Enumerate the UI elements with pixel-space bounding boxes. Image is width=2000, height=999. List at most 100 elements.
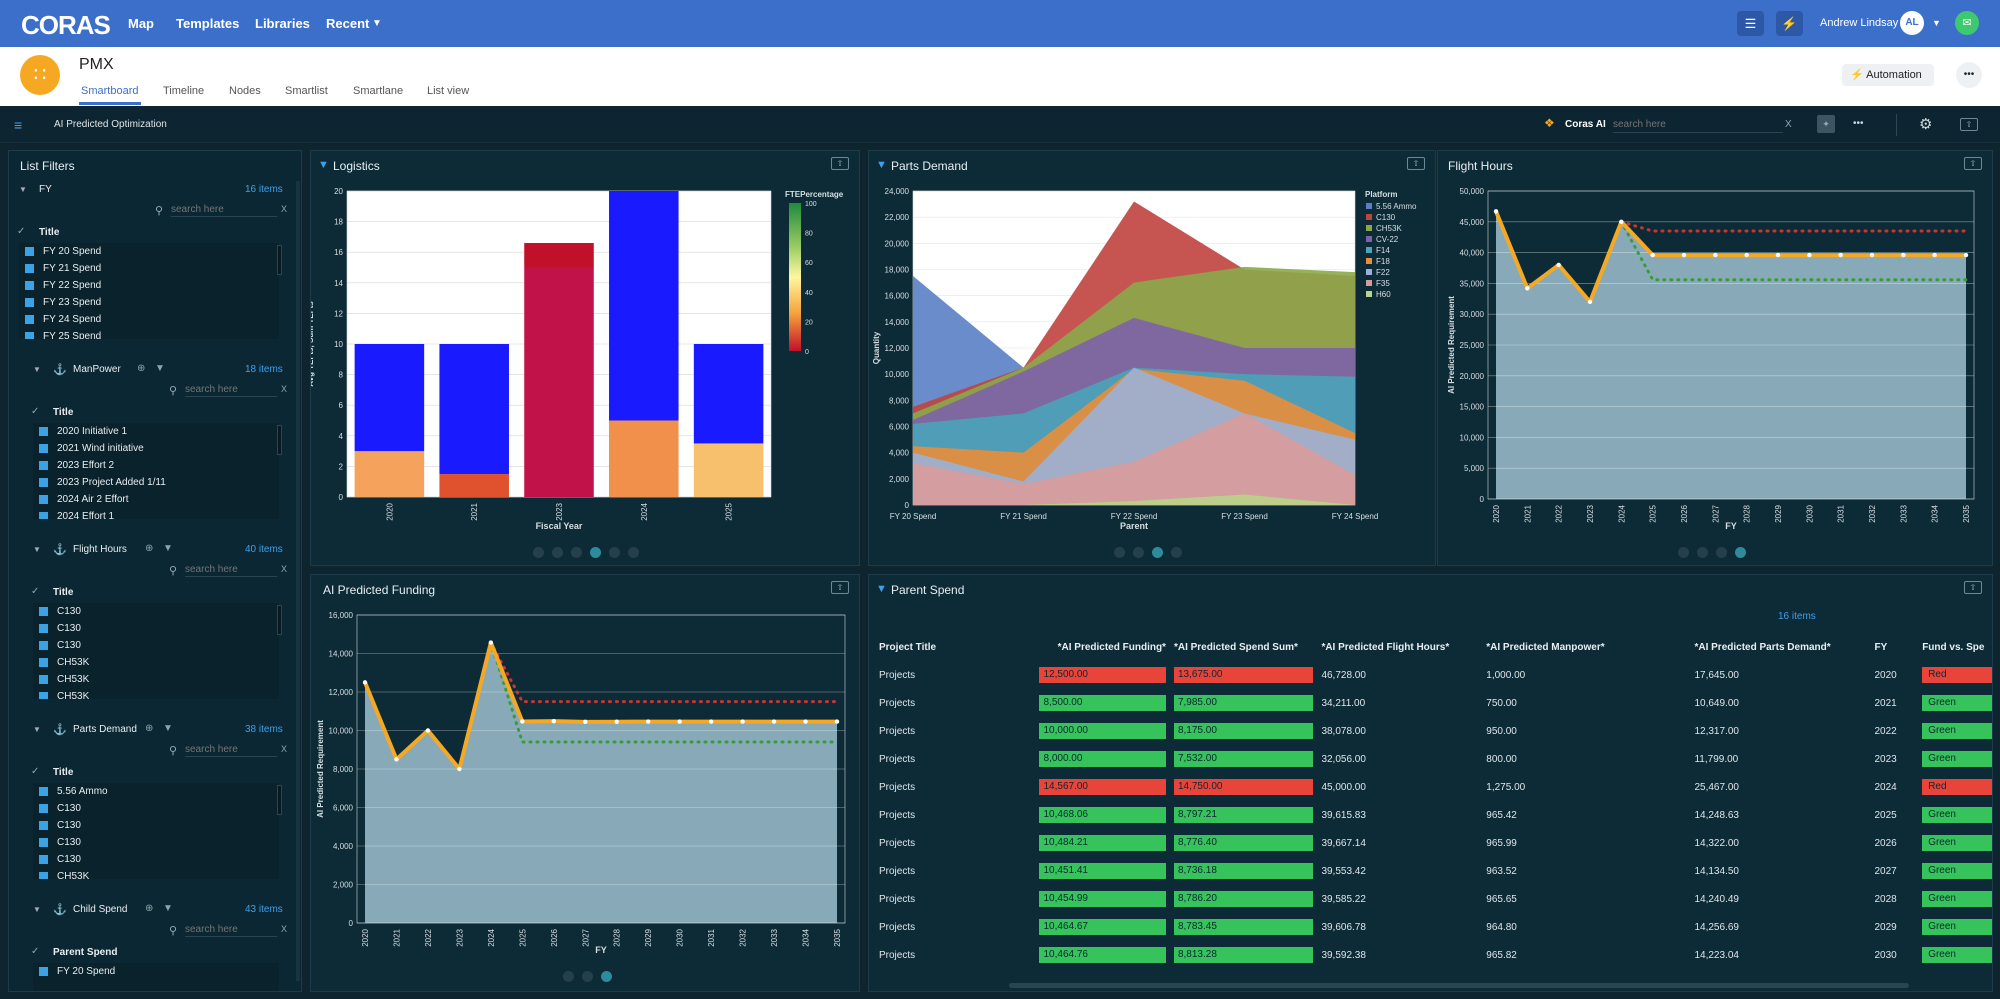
filter-list-item[interactable]: 5.56 Ammo bbox=[33, 783, 279, 800]
list-scrollbar[interactable] bbox=[277, 425, 282, 455]
user-name[interactable]: Andrew Lindsay bbox=[1820, 17, 1899, 29]
clear-search-icon[interactable]: X bbox=[1785, 119, 1792, 130]
checkbox[interactable] bbox=[39, 478, 48, 487]
checkbox[interactable] bbox=[39, 444, 48, 453]
checkbox[interactable] bbox=[39, 787, 48, 796]
filter-list-item[interactable]: C130 bbox=[33, 800, 279, 817]
checkbox[interactable] bbox=[39, 872, 48, 879]
select-all-icon[interactable]: ✓ bbox=[31, 766, 40, 777]
clear-search-icon[interactable]: X bbox=[281, 744, 288, 754]
filter-name[interactable]: Parts Demand bbox=[73, 724, 137, 735]
filter-name[interactable]: ManPower bbox=[73, 364, 121, 375]
select-all-icon[interactable]: ✓ bbox=[31, 586, 40, 597]
filter-list-item[interactable]: 2023 Project Added 1/11 bbox=[33, 474, 279, 491]
column-header[interactable]: *AI Predicted Manpower* bbox=[1486, 641, 1605, 653]
chevron-down-icon[interactable]: ▼ bbox=[33, 365, 41, 374]
carousel-dots[interactable] bbox=[1678, 547, 1746, 558]
tab-smartboard[interactable]: Smartboard bbox=[81, 85, 139, 97]
tab-list-view[interactable]: List view bbox=[427, 85, 470, 97]
filter-list-item[interactable]: C130 bbox=[33, 620, 279, 637]
list-menu-icon[interactable]: ≡ bbox=[14, 117, 23, 133]
checkbox[interactable] bbox=[39, 624, 48, 633]
filter-search-input[interactable] bbox=[185, 383, 277, 397]
table-row[interactable]: Projects 14,567.00 14,750.00 45,000.00 1… bbox=[875, 773, 1992, 801]
chevron-down-icon[interactable]: ▼ bbox=[372, 18, 382, 29]
panel-scrollbar[interactable] bbox=[296, 181, 300, 981]
filter-list-item[interactable]: 2020 Initiative 1 bbox=[33, 423, 279, 440]
table-row[interactable]: Projects 10,464.67 8,783.45 39,606.78 96… bbox=[875, 913, 1992, 941]
table-row[interactable]: Projects 10,468.06 8,797.21 39,615.83 96… bbox=[875, 801, 1992, 829]
magic-icon[interactable]: ✦ bbox=[1817, 115, 1835, 133]
lightning-icon[interactable]: ⚡ bbox=[1776, 11, 1803, 36]
filter-list-item[interactable]: 2024 Air 2 Effort bbox=[33, 491, 279, 508]
add-icon[interactable]: ⊕ bbox=[145, 723, 154, 734]
checkbox[interactable] bbox=[39, 607, 48, 616]
add-icon[interactable]: ⊕ bbox=[145, 543, 154, 554]
clear-search-icon[interactable]: X bbox=[281, 384, 288, 394]
filter-icon[interactable]: ▼ bbox=[155, 363, 165, 374]
chevron-down-icon[interactable]: ▼ bbox=[1932, 18, 1941, 28]
filter-list-item[interactable]: C130 bbox=[33, 834, 279, 851]
checkbox[interactable] bbox=[39, 692, 48, 699]
filter-list-item[interactable]: C130 bbox=[33, 637, 279, 654]
filter-search-input[interactable] bbox=[185, 923, 277, 937]
expand-icon[interactable]: ⇧ bbox=[1960, 118, 1978, 131]
filter-list-item[interactable]: FY 24 Spend bbox=[19, 311, 279, 328]
list-scrollbar[interactable] bbox=[277, 785, 282, 815]
automation-button[interactable]: ⚡ Automation bbox=[1842, 64, 1934, 86]
filter-icon[interactable]: ▼ bbox=[163, 543, 173, 554]
tab-smartlist[interactable]: Smartlist bbox=[285, 85, 328, 97]
chevron-down-icon[interactable]: ▼ bbox=[19, 185, 27, 194]
item-count[interactable]: 18 items bbox=[245, 364, 283, 375]
filter-list-item[interactable]: FY 23 Spend bbox=[19, 294, 279, 311]
filter-list-item[interactable]: C130 bbox=[33, 851, 279, 868]
column-header[interactable]: Project Title bbox=[879, 641, 937, 653]
filter-list-item[interactable]: CH53K bbox=[33, 688, 279, 699]
clear-search-icon[interactable]: X bbox=[281, 204, 288, 214]
avatar[interactable]: AL bbox=[1900, 11, 1924, 35]
checkbox[interactable] bbox=[39, 967, 48, 976]
column-header[interactable]: *AI Predicted Funding* bbox=[1057, 641, 1166, 653]
nav-templates[interactable]: Templates bbox=[176, 16, 240, 31]
column-header[interactable]: FY bbox=[1874, 641, 1888, 653]
item-count[interactable]: 40 items bbox=[245, 544, 283, 555]
table-row[interactable]: Projects 10,000.00 8,175.00 38,078.00 95… bbox=[875, 717, 1992, 745]
filter-list-item[interactable]: FY 20 Spend bbox=[19, 243, 279, 260]
filter-list-item[interactable]: 2024 Effort 1 bbox=[33, 508, 279, 519]
nav-recent[interactable]: Recent bbox=[326, 16, 370, 31]
checkbox[interactable] bbox=[39, 838, 48, 847]
column-header[interactable]: *AI Predicted Parts Demand* bbox=[1694, 641, 1831, 653]
checkbox[interactable] bbox=[25, 281, 34, 290]
expand-icon[interactable]: ⇧ bbox=[1964, 581, 1982, 594]
project-icon[interactable]: ∷ bbox=[20, 55, 60, 95]
coras-logo[interactable]: CORAS bbox=[21, 10, 111, 40]
checkbox[interactable] bbox=[39, 427, 48, 436]
filter-list-item[interactable]: FY 20 Spend bbox=[33, 963, 279, 980]
expand-icon[interactable]: ⇧ bbox=[831, 581, 849, 594]
list-scrollbar[interactable] bbox=[277, 605, 282, 635]
table-row[interactable]: Projects 10,464.76 8,813.28 39,592.38 96… bbox=[875, 941, 1992, 969]
filter-list-item[interactable]: FY 21 Spend bbox=[19, 260, 279, 277]
filter-list-item[interactable]: CH53K bbox=[33, 671, 279, 688]
ai-search-input[interactable] bbox=[1613, 117, 1783, 133]
checkbox[interactable] bbox=[39, 512, 48, 519]
tab-nodes[interactable]: Nodes bbox=[229, 85, 261, 97]
chevron-down-icon[interactable]: ▼ bbox=[33, 545, 41, 554]
more-button[interactable]: ••• bbox=[1956, 62, 1982, 88]
filter-name[interactable]: Child Spend bbox=[73, 904, 128, 915]
table-row[interactable]: Projects 10,484.21 8,776.40 39,667.14 96… bbox=[875, 829, 1992, 857]
carousel-dots[interactable] bbox=[533, 547, 639, 558]
checkbox[interactable] bbox=[39, 821, 48, 830]
filter-name[interactable]: Flight Hours bbox=[73, 544, 127, 555]
filter-icon[interactable]: ▼ bbox=[876, 159, 887, 171]
checklist-icon[interactable]: ☰ bbox=[1737, 11, 1764, 36]
checkbox[interactable] bbox=[25, 298, 34, 307]
nav-libraries[interactable]: Libraries bbox=[255, 16, 310, 31]
tab-smartlane[interactable]: Smartlane bbox=[353, 85, 404, 97]
tab-timeline[interactable]: Timeline bbox=[163, 85, 205, 97]
filter-icon[interactable]: ▼ bbox=[163, 723, 173, 734]
checkbox[interactable] bbox=[25, 315, 34, 324]
filter-search-input[interactable] bbox=[185, 743, 277, 757]
chevron-down-icon[interactable]: ▼ bbox=[33, 725, 41, 734]
expand-icon[interactable]: ⇧ bbox=[1407, 157, 1425, 170]
